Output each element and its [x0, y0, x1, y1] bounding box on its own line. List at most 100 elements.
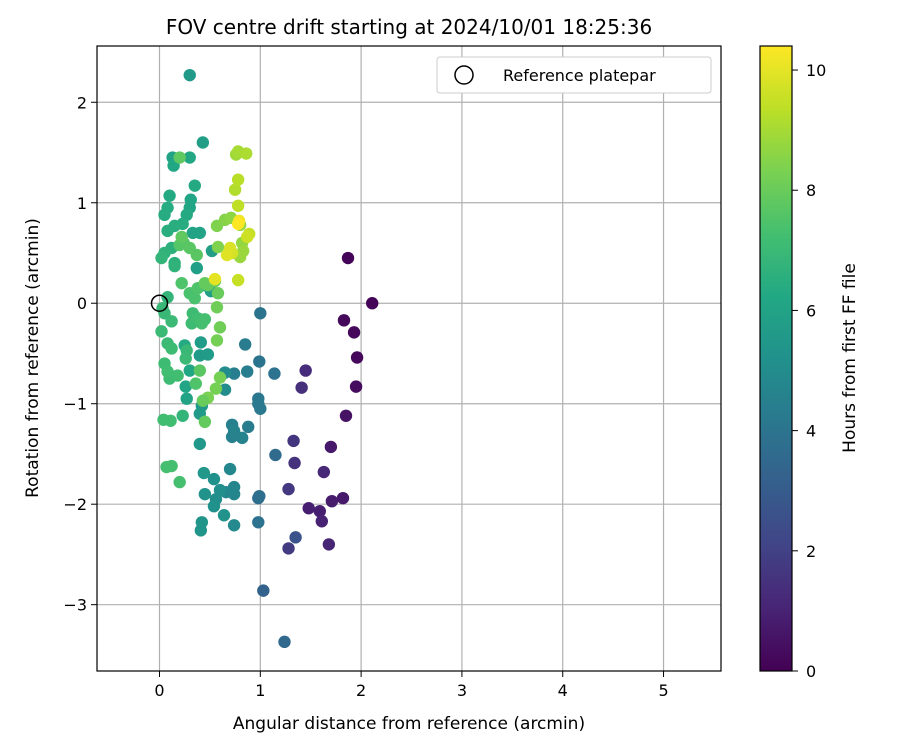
- data-point: [282, 542, 295, 555]
- data-point: [337, 314, 351, 327]
- data-point: [165, 315, 178, 328]
- data-point: [196, 136, 210, 149]
- data-point: [350, 351, 364, 364]
- data-point: [341, 251, 355, 265]
- data-point: [227, 519, 241, 532]
- data-points: [155, 68, 379, 649]
- data-point: [194, 524, 208, 537]
- data-point: [208, 272, 222, 286]
- data-point: [239, 147, 253, 160]
- data-point: [315, 515, 329, 528]
- data-point: [211, 286, 225, 300]
- data-point: [325, 494, 339, 508]
- colorbar-label: Hours from first FF file: [840, 263, 860, 453]
- data-point: [190, 261, 203, 275]
- y-tick-label: 2: [77, 93, 87, 112]
- data-point: [282, 482, 295, 496]
- data-point: [158, 208, 171, 222]
- data-point: [213, 321, 227, 334]
- x-tick-label: 3: [457, 681, 467, 700]
- data-point: [165, 459, 178, 473]
- data-point: [194, 336, 208, 349]
- colorbar-tick-label: 10: [806, 61, 826, 80]
- data-point: [278, 635, 291, 649]
- x-tick-label: 4: [558, 681, 568, 700]
- data-point: [231, 173, 245, 186]
- chart-title: FOV centre drift starting at 2024/10/01 …: [166, 15, 652, 39]
- data-point: [213, 371, 227, 384]
- colorbar-tick-label: 6: [806, 301, 816, 320]
- data-point: [173, 151, 186, 164]
- data-point: [198, 313, 212, 326]
- data-point: [287, 434, 300, 448]
- data-point: [207, 500, 221, 513]
- legend-box: [436, 56, 712, 94]
- data-point: [189, 377, 202, 390]
- legend-label: Reference platepar: [503, 66, 656, 85]
- data-point: [288, 456, 301, 470]
- legend-marker: [454, 65, 474, 85]
- data-point: [176, 409, 189, 422]
- data-point: [175, 230, 188, 244]
- y-tick-label: 1: [77, 194, 87, 213]
- data-point: [164, 414, 177, 427]
- colorbar-ticks: 0 2 4 6 8 10: [792, 61, 826, 681]
- data-point: [238, 338, 252, 351]
- data-point: [269, 448, 282, 462]
- data-point: [295, 381, 308, 394]
- data-point: [211, 240, 225, 254]
- data-point: [242, 420, 255, 434]
- data-point: [161, 365, 174, 378]
- data-point: [155, 325, 168, 338]
- data-point: [188, 179, 201, 192]
- data-point: [218, 383, 232, 396]
- y-tick-label: −1: [63, 395, 87, 414]
- data-point: [184, 193, 197, 206]
- y-tick-label: 0: [77, 294, 87, 313]
- y-ticks: −3 −2 −1 0 1 2: [63, 93, 97, 615]
- data-point: [227, 424, 241, 438]
- data-point: [193, 226, 207, 240]
- data-point: [183, 68, 196, 82]
- data-point: [168, 259, 181, 273]
- data-point: [223, 462, 237, 476]
- data-point: [254, 402, 267, 415]
- plot-frame: [96, 45, 722, 672]
- data-point: [302, 502, 315, 515]
- data-point: [299, 364, 312, 377]
- reference-marker: [150, 294, 169, 312]
- data-point: [324, 440, 338, 454]
- data-point: [241, 230, 254, 244]
- data-point: [349, 380, 363, 393]
- x-ticks: 0 1 2 3 4 5: [154, 671, 669, 700]
- data-point: [235, 431, 249, 445]
- data-point: [188, 292, 201, 305]
- data-point: [201, 348, 215, 361]
- data-point: [210, 334, 224, 347]
- data-point: [217, 509, 231, 522]
- data-point: [220, 248, 234, 262]
- data-point: [268, 367, 281, 380]
- data-point: [317, 465, 331, 479]
- data-point: [209, 382, 223, 395]
- data-point: [158, 307, 171, 320]
- data-point: [161, 291, 174, 304]
- data-point: [198, 487, 212, 501]
- x-tick-label: 2: [356, 681, 366, 700]
- legend: Reference platepar: [436, 56, 712, 94]
- data-point: [228, 183, 242, 196]
- data-point: [253, 489, 266, 503]
- data-point: [183, 364, 196, 377]
- data-point: [165, 342, 178, 355]
- data-point: [198, 415, 212, 429]
- x-axis-label: Angular distance from reference (arcmin): [233, 714, 585, 734]
- data-point: [313, 505, 326, 518]
- data-point: [190, 248, 203, 262]
- x-tick-label: 5: [658, 681, 668, 700]
- colorbar-tick-label: 0: [806, 662, 816, 681]
- data-point: [347, 326, 361, 339]
- data-point: [197, 466, 211, 480]
- y-tick-label: −2: [63, 495, 87, 514]
- data-point: [289, 531, 302, 544]
